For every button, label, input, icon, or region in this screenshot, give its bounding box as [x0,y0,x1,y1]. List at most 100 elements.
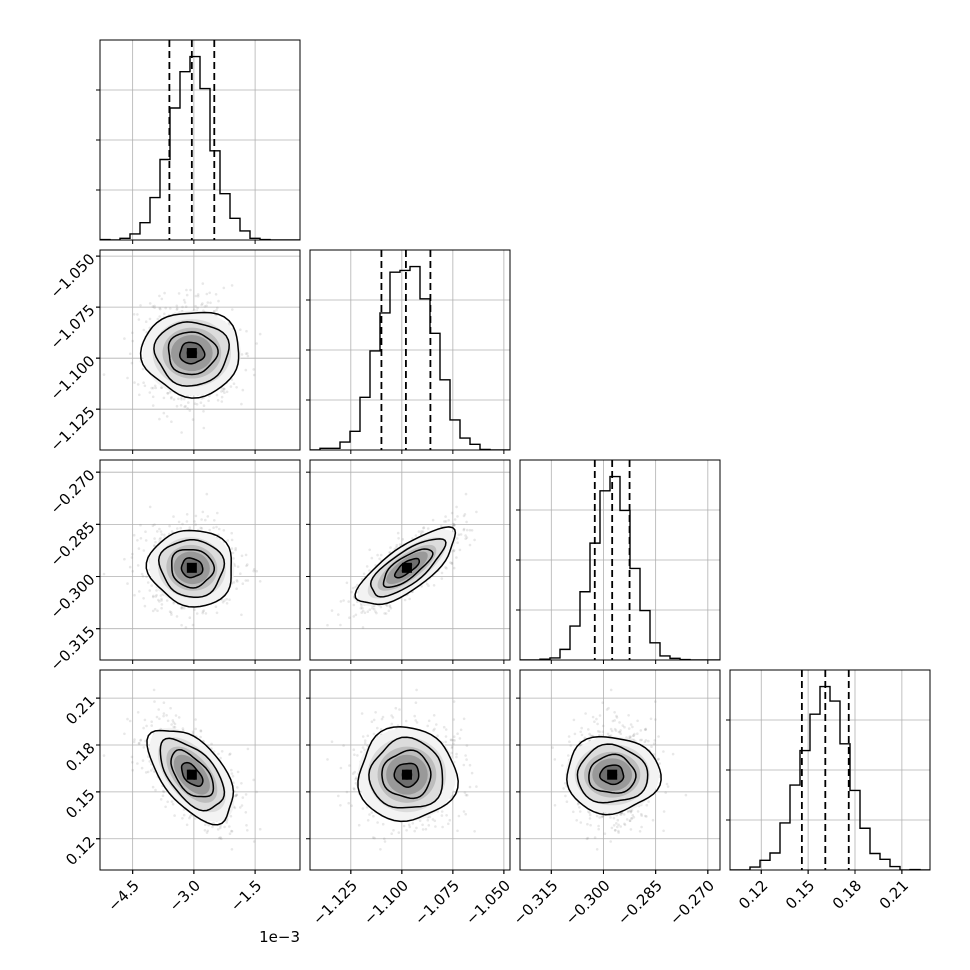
sample-point [252,778,255,782]
sample-point [158,315,161,318]
sample-point [372,718,376,722]
sample-point [217,299,220,303]
sample-point [374,610,377,613]
sample-point [169,611,173,614]
sample-point [194,514,198,518]
sample-point [389,606,393,610]
sample-point [102,373,106,376]
sample-point [255,342,258,345]
sample-point [230,538,234,542]
sample-point [427,824,431,827]
sample-point [222,387,226,391]
sample-point [185,823,189,827]
sample-point [158,307,161,310]
sample-point [195,403,199,406]
sample-point [220,395,224,399]
sample-point [132,533,136,537]
sample-point [241,388,245,392]
sample-point [451,522,455,526]
sample-point [366,610,370,613]
sample-point [215,308,218,312]
sample-point [420,530,423,533]
sample-point [182,606,186,610]
sample-point [162,789,165,793]
sample-point [229,814,233,818]
sample-point [244,793,248,796]
scatter-panel [96,459,301,664]
sample-point [194,294,198,298]
sample-point [230,378,234,381]
sample-point [464,492,468,496]
density-peak [186,769,197,780]
scatter-panel [96,669,301,874]
sample-point [223,387,226,391]
sample-point [185,513,189,516]
sample-point [458,548,462,552]
sample-point [225,819,229,822]
sample-point [154,386,158,390]
sample-point [199,735,202,739]
sample-point [175,615,179,618]
sample-point [348,764,351,767]
sample-point [452,549,456,552]
sample-point [455,755,458,759]
sample-point [388,604,392,607]
sample-point [153,537,156,540]
sample-point [142,597,145,600]
sample-point [128,352,132,356]
sample-point [194,304,197,308]
sample-point [189,815,192,818]
scatter-panel [96,249,301,454]
sample-point [144,530,147,533]
sample-point [188,526,192,529]
sample-point [175,404,179,408]
sample-point [216,399,220,402]
sample-point [205,831,209,834]
sample-point [456,515,459,518]
sample-point [158,717,161,721]
sample-point [191,732,194,736]
sample-point [133,593,136,597]
sample-point [170,395,173,399]
density-shading [149,727,235,822]
sample-point [214,293,218,296]
sample-point [172,725,175,729]
sample-point [205,304,208,308]
sample-point [216,828,220,831]
axes-frame [309,249,511,451]
sample-point [132,313,136,316]
sample-point [244,352,248,356]
sample-point [233,564,237,568]
sample-point [352,603,356,607]
sample-point [388,605,392,608]
sample-point [177,292,181,295]
sample-point [205,292,209,296]
sample-point [468,543,472,547]
sample-point [425,582,429,586]
sample-point [235,793,238,797]
sample-point [363,741,367,745]
sample-point [164,306,167,310]
sample-point [450,561,454,565]
sample-point [123,337,126,340]
sample-point [130,361,134,365]
sample-point [208,528,211,532]
sample-point [133,738,136,741]
sample-point [133,381,136,384]
sample-point [252,373,256,377]
sample-point [348,616,351,619]
sample-point [452,523,456,526]
sample-point [422,526,426,529]
sample-point [339,623,342,627]
sample-point [381,715,385,719]
sample-point [363,611,367,615]
sample-point [245,564,248,568]
sample-point [453,523,456,527]
sample-point [353,788,356,791]
sample-point [240,804,244,807]
sample-point [159,594,163,597]
sample-point [229,385,233,388]
sample-point [223,599,226,602]
sample-point [183,301,187,304]
sample-point [170,530,174,533]
